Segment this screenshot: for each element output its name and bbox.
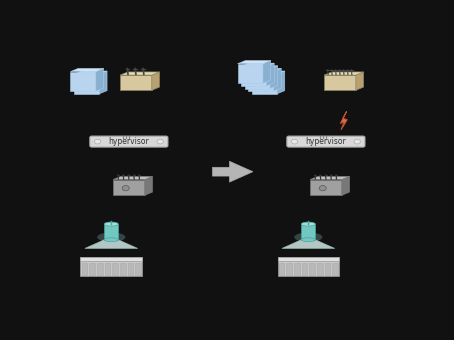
Bar <box>309 262 315 275</box>
Polygon shape <box>74 74 99 94</box>
Polygon shape <box>310 180 342 195</box>
Polygon shape <box>70 71 96 91</box>
Polygon shape <box>340 112 347 130</box>
Polygon shape <box>113 180 145 195</box>
Bar <box>279 262 284 275</box>
Bar <box>301 262 307 275</box>
Polygon shape <box>237 61 271 64</box>
Circle shape <box>291 139 298 144</box>
Ellipse shape <box>104 238 118 242</box>
Polygon shape <box>270 66 278 89</box>
Polygon shape <box>96 68 104 91</box>
Ellipse shape <box>301 238 316 242</box>
Polygon shape <box>152 72 159 90</box>
Polygon shape <box>263 61 271 83</box>
Polygon shape <box>245 69 270 89</box>
Polygon shape <box>104 224 118 240</box>
Polygon shape <box>324 72 364 75</box>
Ellipse shape <box>301 222 316 226</box>
Polygon shape <box>248 68 281 71</box>
FancyBboxPatch shape <box>287 136 365 147</box>
Polygon shape <box>113 176 153 180</box>
Bar <box>89 262 95 275</box>
Ellipse shape <box>294 233 322 242</box>
Ellipse shape <box>104 222 118 226</box>
Bar <box>277 257 339 276</box>
Polygon shape <box>356 72 364 90</box>
Bar <box>104 262 110 275</box>
Polygon shape <box>252 71 285 74</box>
Bar <box>80 257 142 261</box>
Circle shape <box>319 186 326 191</box>
Polygon shape <box>145 176 153 195</box>
Bar <box>332 262 338 275</box>
Bar <box>82 262 87 275</box>
Bar <box>135 262 141 275</box>
Bar <box>120 262 126 275</box>
Circle shape <box>157 139 163 144</box>
Ellipse shape <box>97 233 125 242</box>
Bar <box>294 262 300 275</box>
Polygon shape <box>85 240 138 249</box>
Polygon shape <box>241 63 274 66</box>
Polygon shape <box>282 240 335 249</box>
Polygon shape <box>252 74 277 94</box>
Text: hypervisor: hypervisor <box>109 137 149 146</box>
Polygon shape <box>266 63 274 86</box>
Bar <box>286 262 292 275</box>
Bar <box>97 262 103 275</box>
Bar <box>80 257 142 276</box>
Text: hypervisor: hypervisor <box>306 137 346 146</box>
Circle shape <box>354 139 360 144</box>
Polygon shape <box>301 224 316 240</box>
Bar <box>325 262 331 275</box>
Polygon shape <box>245 66 278 69</box>
Polygon shape <box>248 71 273 91</box>
Polygon shape <box>237 64 263 83</box>
Polygon shape <box>342 176 350 195</box>
Bar <box>277 257 339 261</box>
Bar <box>317 262 323 275</box>
Circle shape <box>94 139 101 144</box>
Polygon shape <box>120 75 152 90</box>
Polygon shape <box>99 71 107 94</box>
Polygon shape <box>324 75 356 90</box>
Bar <box>112 262 118 275</box>
Polygon shape <box>277 71 285 94</box>
Polygon shape <box>74 71 107 74</box>
Polygon shape <box>70 68 104 71</box>
Polygon shape <box>273 68 281 91</box>
Polygon shape <box>212 161 253 182</box>
Polygon shape <box>310 176 350 180</box>
Polygon shape <box>241 66 266 86</box>
Polygon shape <box>120 72 159 75</box>
Bar <box>128 262 133 275</box>
Circle shape <box>122 186 129 191</box>
FancyBboxPatch shape <box>90 136 168 147</box>
